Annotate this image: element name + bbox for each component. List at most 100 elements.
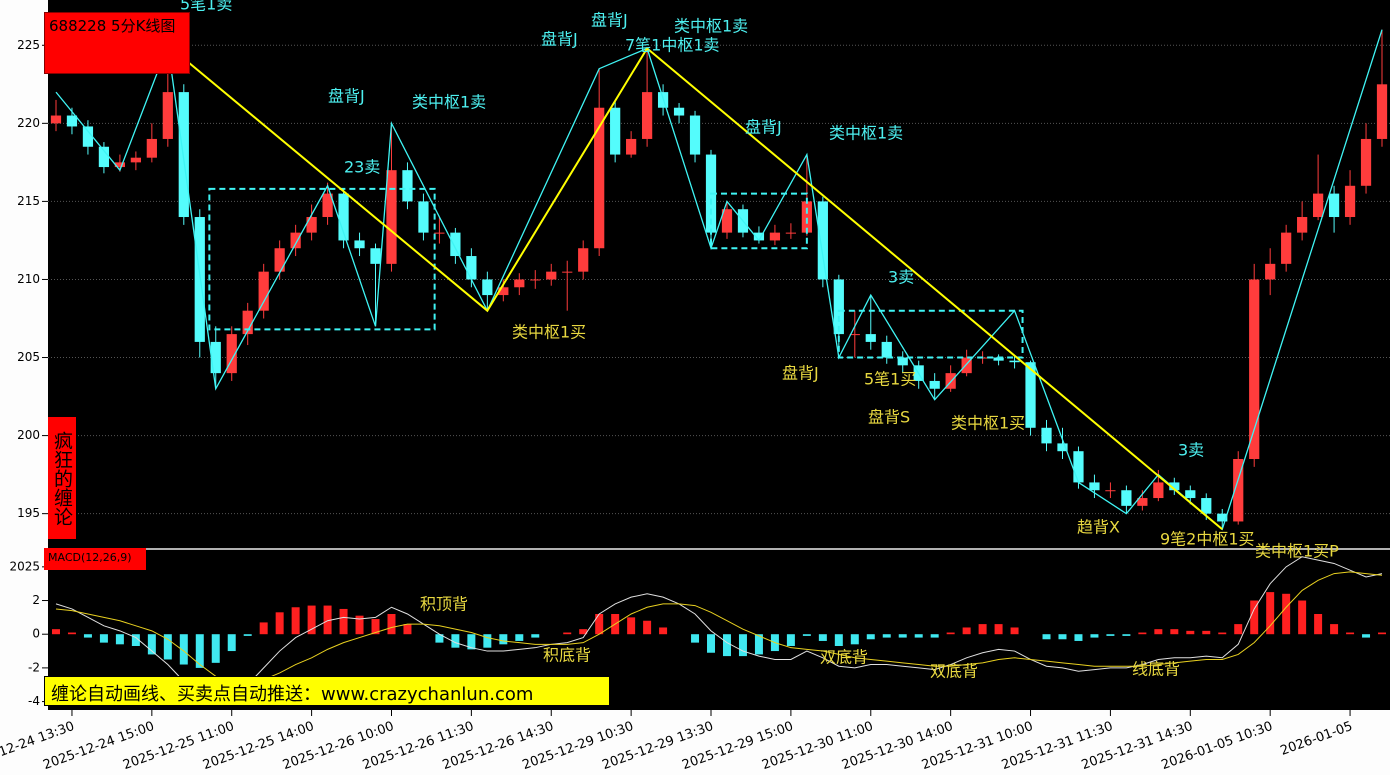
macd-bar <box>1058 634 1067 640</box>
chart-title: 688228 5分K线图 <box>44 12 190 74</box>
macd-bar <box>227 634 236 652</box>
candle-body <box>993 357 1004 361</box>
y-tick-label: 2 <box>32 593 40 607</box>
candle-body <box>673 107 685 116</box>
candle-body <box>50 115 62 124</box>
macd-bar <box>754 634 763 655</box>
annotation: 类中枢1卖 <box>412 93 486 112</box>
macd-bar <box>850 634 859 645</box>
candle-body <box>578 248 589 272</box>
candle-body <box>370 248 381 264</box>
macd-bar <box>1282 593 1291 635</box>
macd-bar <box>1378 632 1387 635</box>
candle-body <box>1009 360 1020 363</box>
annotation: 类中枢1买 <box>951 414 1025 433</box>
macd-bar <box>659 627 668 635</box>
macd-bar <box>898 634 907 638</box>
side-label: 疯狂的缠论 <box>48 417 76 539</box>
candle-body <box>1312 193 1324 218</box>
candle-body <box>1201 498 1212 514</box>
candle-body <box>881 341 892 358</box>
candle-body <box>402 170 413 202</box>
macd-bar <box>738 634 747 657</box>
y-tick-label: 0 <box>32 627 40 641</box>
candle-body <box>641 92 653 139</box>
macd-bar <box>243 634 252 636</box>
macd-bar <box>1010 627 1019 635</box>
candle-body <box>306 217 317 233</box>
annotation: 7笔1中枢1卖 <box>625 36 720 55</box>
candle-body <box>1265 263 1276 280</box>
annotation: 趋背X <box>1077 518 1120 537</box>
macd-bar <box>115 634 124 645</box>
macd-bar <box>147 634 156 655</box>
candle-body <box>1073 451 1084 483</box>
annotation: 盘背J <box>591 11 628 30</box>
macd-bar <box>1314 614 1323 635</box>
candle-body <box>1297 217 1308 233</box>
macd-bar <box>707 634 716 653</box>
annotation: 积顶背 <box>420 595 468 614</box>
macd-bar <box>930 634 939 638</box>
candle-body <box>1121 490 1132 506</box>
candle-body <box>322 193 333 218</box>
candle-body <box>849 334 860 336</box>
macd-bar <box>563 632 572 635</box>
macd-bar <box>291 607 300 635</box>
y-tick-label: 200 <box>17 428 40 442</box>
candle-body <box>1169 482 1180 491</box>
macd-bar <box>451 634 460 648</box>
macd-bar <box>1218 632 1227 635</box>
candle-body <box>897 357 908 366</box>
y-tick-label: 195 <box>17 506 40 520</box>
annotation: 23卖 <box>344 158 380 177</box>
candle-body <box>610 107 621 155</box>
candle-body <box>546 271 557 280</box>
macd-bar <box>1090 634 1099 638</box>
macd-bar <box>1122 634 1131 636</box>
macd-bar <box>131 634 140 646</box>
macd-bar <box>882 634 891 638</box>
macd-bar <box>51 629 60 635</box>
macd-bar <box>1298 600 1307 635</box>
candle-body <box>594 107 605 249</box>
candle-body <box>466 256 477 280</box>
macd-bar <box>595 614 604 635</box>
macd-bar <box>339 608 348 635</box>
macd-bar <box>1154 629 1163 635</box>
macd-bar <box>1170 629 1179 635</box>
annotation: 盘背S <box>868 408 910 427</box>
candle-body <box>753 232 765 241</box>
candle-body <box>242 310 253 335</box>
candle-body <box>482 279 493 296</box>
candle-body <box>66 115 78 127</box>
candle-body <box>689 115 701 155</box>
candle-body <box>514 279 525 288</box>
candle-body <box>1105 490 1116 492</box>
macd-bar <box>722 634 731 657</box>
macd-bar <box>1234 624 1243 635</box>
macd-bar <box>627 617 636 635</box>
macd-bar <box>1362 634 1371 638</box>
macd-bar <box>531 634 540 638</box>
macd-bar <box>195 634 204 668</box>
macd-bar <box>515 634 524 641</box>
macd-line <box>55 556 1383 706</box>
candle-body <box>498 287 509 296</box>
annotation: 盘背J <box>782 364 819 383</box>
macd-bar <box>1250 600 1259 635</box>
candle-body <box>162 92 173 139</box>
y-tick-label: -4 <box>28 694 40 708</box>
macd-bar <box>1330 624 1339 635</box>
candle-body <box>434 232 445 234</box>
macd-bar <box>978 624 987 635</box>
candle-body <box>274 248 285 272</box>
stroke-line <box>55 29 1383 531</box>
candle-body <box>82 126 94 147</box>
candle-body <box>418 201 429 233</box>
macd-bar <box>866 634 875 640</box>
candle-body <box>338 193 349 241</box>
macd-bar <box>914 634 923 638</box>
macd-bar <box>1266 592 1275 635</box>
